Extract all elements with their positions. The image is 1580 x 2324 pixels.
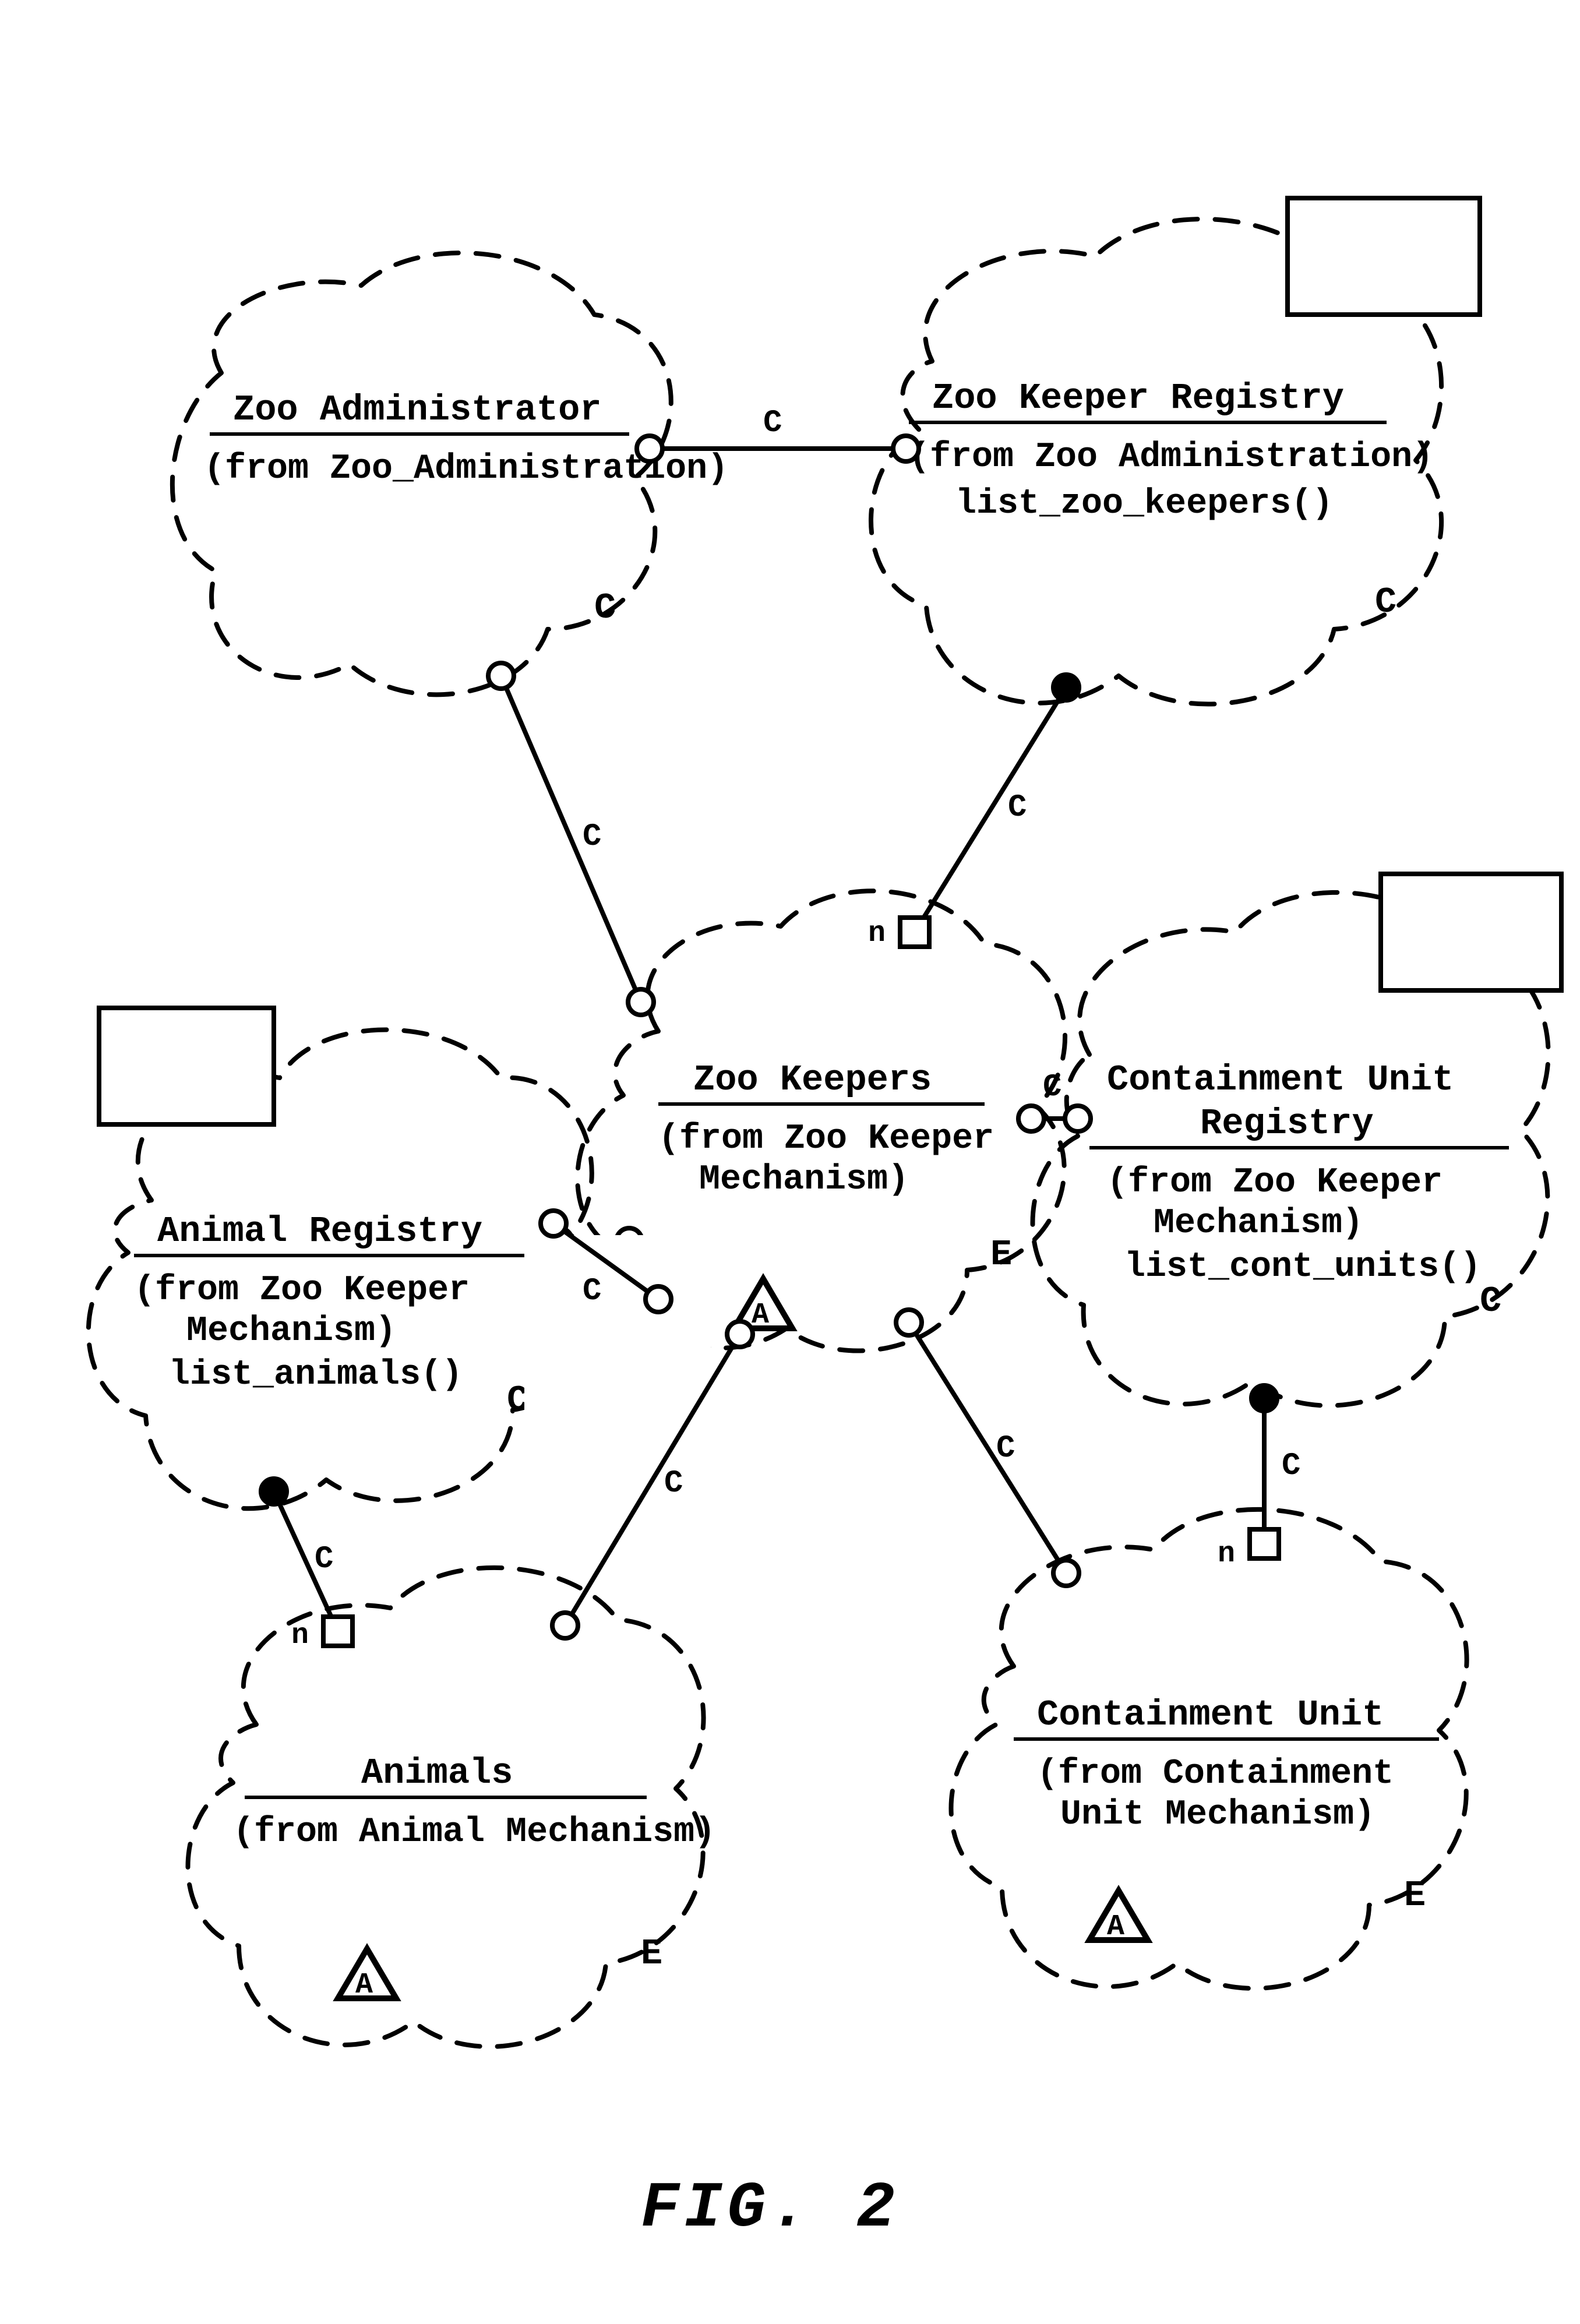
edge-label: C [583, 819, 601, 855]
node-title: Animals [361, 1752, 513, 1794]
svg-text:A: A [355, 1969, 373, 2002]
node-subtitle: (from Containment [1037, 1754, 1394, 1794]
node-method: list_zoo_keepers() [955, 484, 1333, 524]
edge-n-label: n [291, 1619, 309, 1652]
edge-label: C [1008, 790, 1027, 826]
edge-registry-keepers: C n [868, 675, 1079, 950]
node-marker: E [990, 1234, 1012, 1275]
node-title: Zoo Keeper Registry [932, 378, 1344, 419]
node-title: Zoo Keepers [693, 1059, 932, 1101]
node-title2: Registry [1200, 1103, 1374, 1144]
node-title: Animal Registry [157, 1211, 482, 1252]
abstract-icon: A [1089, 1891, 1148, 1944]
node-title: Containment Unit [1107, 1059, 1454, 1101]
node-containment-unit: Containment Unit (from Containment Unit … [951, 1510, 1467, 1988]
node-zoo-admin: Zoo Administrator (from Zoo_Administrati… [172, 253, 728, 694]
node-subtitle2: Unit Mechanism) [1060, 1795, 1375, 1835]
node-marker: C [1480, 1281, 1501, 1322]
edge-label: C [1043, 1070, 1061, 1105]
registry-box-icon [1288, 198, 1480, 315]
registry-box-icon [99, 1008, 274, 1124]
node-marker: E [641, 1933, 662, 1974]
node-subtitle: (from Animal Mechanism) [233, 1812, 715, 1852]
node-subtitle2: Mechanism) [1154, 1204, 1363, 1243]
node-subtitle2: Mechanism) [699, 1160, 909, 1200]
svg-text:A: A [1107, 1910, 1124, 1944]
edge-label: C [996, 1431, 1015, 1466]
edge-label: C [583, 1274, 601, 1309]
node-subtitle2: Mechanism) [186, 1311, 396, 1351]
abstract-icon: A [338, 1949, 396, 2002]
node-marker: E [1404, 1875, 1426, 1916]
figure-label: FIG. 2 [641, 2173, 900, 2245]
edge-label: C [1282, 1448, 1300, 1484]
node-subtitle: (from Zoo Keeper [1107, 1163, 1443, 1202]
node-marker: C [1375, 581, 1396, 623]
node-animals: Animals (from Animal Mechanism) E A [188, 1568, 716, 2047]
edge-cur-cu: C n [1218, 1385, 1300, 1571]
edge-n-label: n [868, 917, 886, 950]
edge-label: C [763, 405, 782, 441]
node-title: Zoo Administrator [233, 389, 602, 431]
node-zoo-keeper-registry: Zoo Keeper Registry (from Zoo Administra… [871, 198, 1480, 704]
edge-zk-cu: C [896, 1310, 1079, 1586]
node-animal-registry: Animal Registry (from Zoo Keeper Mechani… [89, 1008, 600, 1508]
svg-text:A: A [752, 1299, 769, 1332]
edge-n-label: n [1218, 1537, 1235, 1571]
edge-zk-cur: C [1018, 1070, 1091, 1131]
diagram-canvas: Zoo Administrator (from Zoo_Administrati… [0, 0, 1580, 2321]
node-subtitle: (from Zoo Keeper [658, 1119, 994, 1159]
edge-ar-animals: C n [261, 1479, 352, 1652]
node-method: list_animals() [169, 1355, 463, 1395]
node-method: list_cont_units() [1124, 1247, 1481, 1287]
edge-admin-keepers: C [488, 663, 654, 1015]
node-marker: C [594, 587, 616, 629]
edge-label: C [315, 1542, 333, 1577]
registry-box-icon [1381, 874, 1561, 990]
node-subtitle: (from Zoo Keeper [134, 1271, 470, 1310]
node-title: Containment Unit [1037, 1694, 1384, 1736]
edge-label: C [664, 1466, 683, 1501]
node-subtitle: (from Zoo Administration) [909, 438, 1433, 477]
node-containment-unit-registry: Containment Unit Registry (from Zoo Keep… [1033, 874, 1562, 1406]
